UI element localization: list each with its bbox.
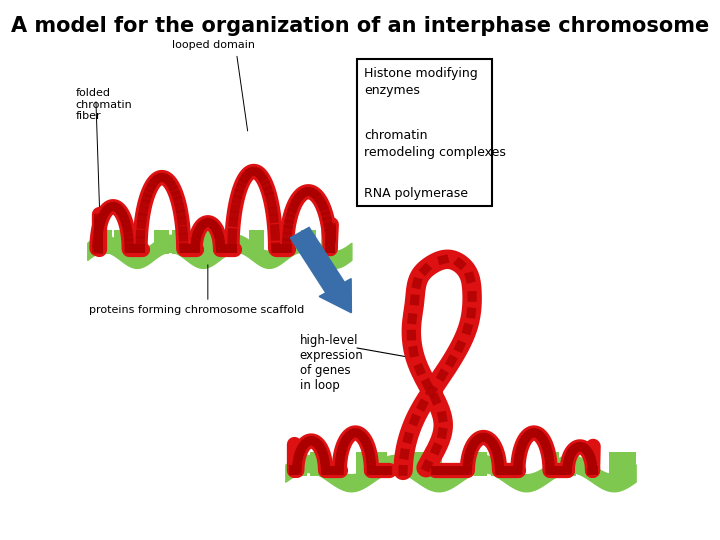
Bar [563,452,577,476]
Text: chromatin
remodeling complexes: chromatin remodeling complexes [364,130,506,159]
Bar [97,230,112,254]
Bar [608,452,622,476]
Text: folded
chromatin
fiber: folded chromatin fiber [76,88,132,122]
Bar [321,230,336,254]
Text: RNA polymerase: RNA polymerase [364,187,468,200]
Bar [249,230,264,254]
Text: A model for the organization of an interphase chromosome: A model for the organization of an inter… [11,16,709,36]
Text: proteins forming chromosome scaffold: proteins forming chromosome scaffold [89,305,304,315]
Bar [154,230,169,254]
Text: Histone modifying
enzymes: Histone modifying enzymes [364,67,478,97]
Text: looped domain: looped domain [172,40,255,50]
FancyArrow shape [290,227,351,313]
Bar [410,452,424,476]
Bar [203,230,218,254]
Bar [217,230,233,254]
FancyBboxPatch shape [357,59,492,206]
Text: high-level
expression
of genes
in loop: high-level expression of genes in loop [300,334,364,392]
Bar [474,452,487,476]
Bar [356,452,370,476]
Bar [428,452,441,476]
Bar [171,230,186,254]
Bar [114,230,129,254]
Bar [491,452,505,476]
Bar [373,452,387,476]
Bar [622,452,636,476]
Bar [269,230,284,254]
Bar [293,452,307,476]
Bar [310,452,324,476]
Bar [546,452,559,476]
Bar [301,230,316,254]
